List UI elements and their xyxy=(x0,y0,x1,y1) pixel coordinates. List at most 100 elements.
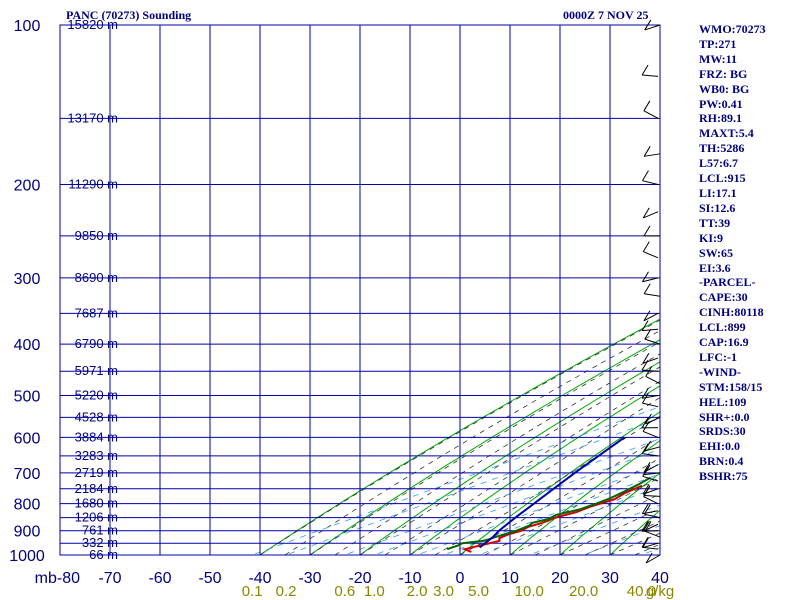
wind-barb-staff xyxy=(642,394,659,399)
wind-barb xyxy=(641,320,659,332)
wind-barb-staff xyxy=(642,546,659,550)
wind-barb-feather xyxy=(642,352,650,364)
grid-lines xyxy=(59,24,661,556)
index-item: BRN:0.4 xyxy=(699,454,744,469)
wind-barb-feather xyxy=(643,146,651,157)
wind-barb-staff xyxy=(644,293,661,297)
mixing-ratio-label: 0.1 xyxy=(242,583,263,600)
index-item: CAP:16.9 xyxy=(699,335,749,350)
wind-barb xyxy=(642,207,659,219)
index-item: TT:39 xyxy=(699,215,731,230)
temperature-tick-label: 0 xyxy=(456,570,465,587)
dry-adiabat xyxy=(459,411,660,555)
wind-barb xyxy=(642,170,659,186)
wind-barb-feather xyxy=(643,464,651,475)
wind-barb-feather xyxy=(642,241,650,252)
temperature-tick-label: -10 xyxy=(398,570,421,587)
wind-barb-staff xyxy=(642,453,659,457)
mixing-ratio-label: 40.0 xyxy=(627,583,656,600)
dry-adiabat xyxy=(309,339,660,555)
wind-barb xyxy=(644,440,661,452)
wind-barb-staff xyxy=(644,338,661,345)
temperature-tick-label: -30 xyxy=(298,570,321,587)
index-item: FRZ: BG xyxy=(699,66,748,81)
wind-barb xyxy=(644,413,661,425)
pressure-label: 900 xyxy=(14,524,41,541)
index-item: RH:89.1 xyxy=(699,111,742,126)
pressure-label: 800 xyxy=(14,497,41,514)
height-label: 9850 m xyxy=(75,228,118,243)
temperature-tick-label: 30 xyxy=(601,570,619,587)
wind-barb-feather xyxy=(645,552,653,564)
wind-barb xyxy=(644,19,661,31)
mixing-ratio-label: 5.0 xyxy=(468,583,489,600)
index-item: KI:9 xyxy=(699,230,723,245)
wind-barb-staff xyxy=(642,180,659,186)
pressure-label: 100 xyxy=(14,18,41,35)
temperature-tick-label: -50 xyxy=(198,570,221,587)
wind-barb-feather xyxy=(642,483,650,495)
temperature-tick-label: 10 xyxy=(501,570,519,587)
height-label: 66 m xyxy=(89,547,118,562)
wind-barb-staff xyxy=(641,530,659,532)
wind-barb xyxy=(643,464,661,476)
mixing-ratio-label: 3.0 xyxy=(433,583,454,600)
mixing-ratio-line xyxy=(442,473,660,555)
height-label: 15820 m xyxy=(67,17,118,32)
wind-barb-feather xyxy=(643,283,651,295)
plot-border xyxy=(59,24,661,556)
height-label: 5971 m xyxy=(75,363,118,378)
wind-barb xyxy=(644,328,661,345)
wind-barb xyxy=(643,504,661,519)
wind-barb xyxy=(645,552,661,564)
mixing-ratio-label: 20.0 xyxy=(569,583,598,600)
dry-adiabat xyxy=(259,318,660,555)
height-label: 3884 m xyxy=(75,429,118,444)
mixing-ratio-line xyxy=(373,448,660,555)
height-label: 2719 m xyxy=(75,465,118,480)
wind-barb-staff xyxy=(642,357,659,364)
pressure-label: 400 xyxy=(14,337,41,354)
wind-barb-feather xyxy=(645,366,653,377)
wind-barb-feather xyxy=(641,387,649,399)
wind-barb xyxy=(645,366,661,385)
mixing-ratio-label: 10.0 xyxy=(515,583,544,600)
parcel-line xyxy=(478,436,625,549)
wind-barb xyxy=(643,100,659,119)
wind-barb-feather xyxy=(642,170,649,181)
mixing-ratio-unit: g/kg xyxy=(646,583,674,600)
wind-barb-staff xyxy=(642,74,659,77)
index-item: CAPE:30 xyxy=(699,290,748,305)
index-item: LI:17.1 xyxy=(699,185,737,200)
wind-barb-feather xyxy=(641,320,649,331)
height-label: 5220 m xyxy=(75,387,118,402)
height-label: 3283 m xyxy=(75,448,118,463)
wind-barb-feather xyxy=(643,462,651,473)
wind-barb-feather xyxy=(644,413,652,425)
wind-barb-staff xyxy=(644,472,661,476)
wind-barb-feather xyxy=(641,443,649,454)
height-label: 332 m xyxy=(82,535,118,550)
height-label: 11290 m xyxy=(68,177,118,192)
index-item: SI:12.6 xyxy=(699,200,736,215)
wind-barb-staff xyxy=(643,251,659,259)
wind-barb xyxy=(643,283,661,297)
temperature-tick-label: -20 xyxy=(348,570,371,587)
index-item: LCL:915 xyxy=(699,171,746,186)
index-item: STM:158/15 xyxy=(699,379,763,394)
wind-barb-staff xyxy=(642,328,659,332)
wind-barb-feather xyxy=(643,504,651,515)
wind-barb xyxy=(641,417,659,429)
index-item: L57:6.7 xyxy=(699,156,738,171)
wind-barb-staff xyxy=(642,510,659,515)
height-label: 8690 m xyxy=(75,270,118,285)
dry-adiabat xyxy=(359,361,660,555)
wind-barb xyxy=(642,537,659,549)
wind-barb xyxy=(642,241,659,259)
height-label: 1206 m xyxy=(75,510,118,525)
wind-barb xyxy=(641,64,659,77)
index-item: WMO:70273 xyxy=(699,22,766,36)
wind-barb xyxy=(643,520,659,532)
wind-barb-staff xyxy=(643,110,659,119)
